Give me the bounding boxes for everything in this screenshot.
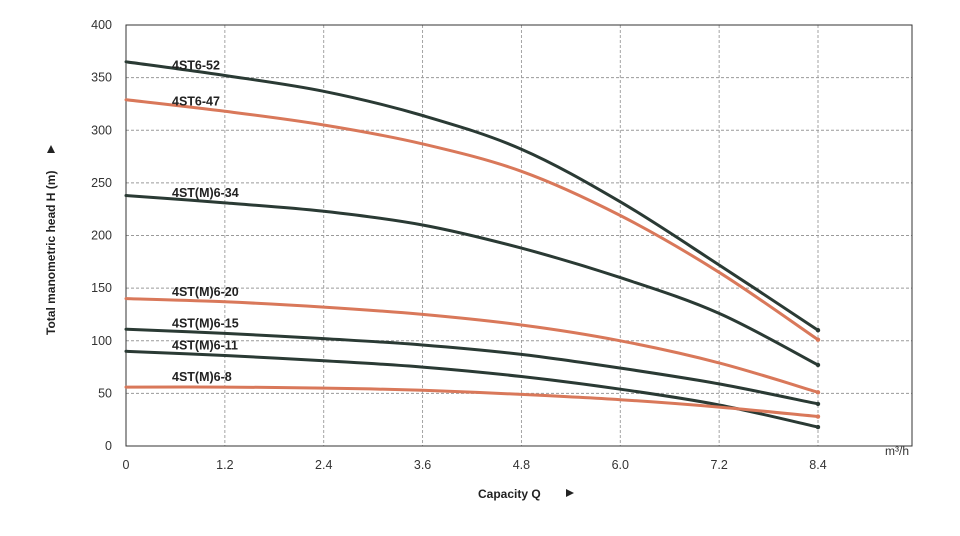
series-line-4st-m-6-11 bbox=[124, 349, 820, 429]
x-tick-label: 1.2 bbox=[216, 458, 233, 472]
y-tick-label: 0 bbox=[105, 439, 112, 453]
series-end-point bbox=[815, 337, 821, 342]
y-tick-label: 400 bbox=[91, 18, 112, 32]
x-axis-title: Capacity Q bbox=[478, 487, 541, 501]
series-label-4st6-47: 4ST6-47 bbox=[172, 94, 220, 108]
plot-frame bbox=[125, 24, 913, 447]
series-label-4st-m-6-34: 4ST(M)6-34 bbox=[172, 186, 239, 200]
x-unit-label: m³/h bbox=[885, 444, 909, 458]
x-axis-arrow-icon bbox=[566, 489, 574, 497]
series-curves bbox=[124, 60, 821, 430]
y-axis-arrow-icon bbox=[47, 145, 55, 153]
series-line-4st6-47 bbox=[124, 98, 820, 342]
x-tick-label: 2.4 bbox=[315, 458, 332, 472]
grid bbox=[126, 25, 912, 446]
y-tick-label: 50 bbox=[98, 386, 112, 400]
series-line-4st-m-6-8 bbox=[124, 385, 820, 418]
series-label-4st-m-6-20: 4ST(M)6-20 bbox=[172, 285, 239, 299]
y-tick-label: 200 bbox=[91, 229, 112, 243]
y-tick-label: 300 bbox=[91, 123, 112, 137]
x-tick-label: 7.2 bbox=[710, 458, 727, 472]
y-tick-label: 150 bbox=[91, 281, 112, 295]
series-label-4st-m-6-15: 4ST(M)6-15 bbox=[172, 316, 239, 330]
series-end-point bbox=[815, 362, 821, 368]
x-axis-ticks: 0 1.2 2.4 3.6 4.8 6.0 7.2 8.4 bbox=[123, 458, 827, 472]
series-labels: 4ST6-52 4ST6-47 4ST(M)6-34 4ST(M)6-20 4ST(M)… bbox=[172, 59, 239, 385]
series-label-4st-m-6-11: 4ST(M)6-11 bbox=[172, 338, 238, 352]
y-tick-label: 250 bbox=[91, 176, 112, 190]
series-end-point bbox=[815, 424, 821, 430]
y-tick-label: 100 bbox=[91, 334, 112, 348]
y-axis-ticks: 0 50 100 150 200 250 300 350 400 bbox=[91, 18, 112, 453]
x-tick-label: 3.6 bbox=[414, 458, 431, 472]
series-line-4st-m-6-20 bbox=[124, 297, 820, 394]
series-label-4st-m-6-8: 4ST(M)6-8 bbox=[172, 370, 232, 384]
series-end-point bbox=[815, 401, 821, 407]
series-line-4st-m-6-34 bbox=[124, 194, 820, 367]
x-tick-label: 0 bbox=[123, 458, 130, 472]
x-tick-label: 6.0 bbox=[612, 458, 629, 472]
y-axis-title: Total manometric head H (m) bbox=[44, 171, 58, 335]
series-line-4st-m-6-15 bbox=[124, 327, 820, 406]
x-tick-label: 8.4 bbox=[809, 458, 826, 472]
series-line-4st6-52 bbox=[124, 60, 820, 332]
y-tick-label: 350 bbox=[91, 71, 112, 85]
series-end-point bbox=[815, 328, 821, 333]
series-label-4st6-52: 4ST6-52 bbox=[172, 59, 220, 73]
x-tick-label: 4.8 bbox=[513, 458, 530, 472]
series-end-point bbox=[815, 414, 821, 419]
series-end-point bbox=[815, 390, 821, 395]
